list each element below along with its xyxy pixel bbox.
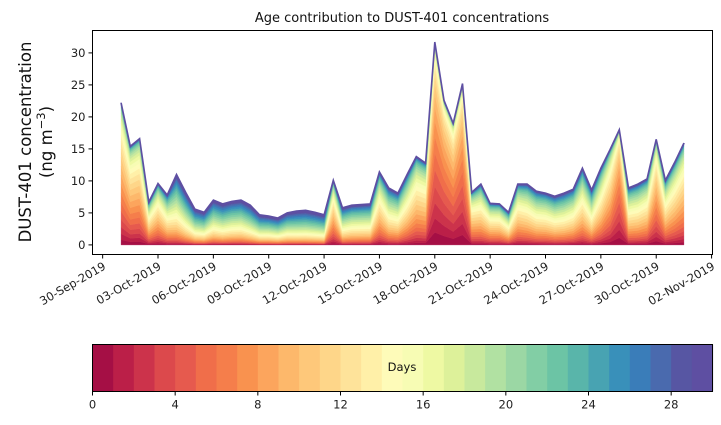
colorbar-bin [567, 344, 590, 392]
plot-frame [92, 30, 713, 255]
colorbar-tick-label: 20 [499, 398, 514, 412]
colorbar: 0 4 8 12 16 20 24 28 [89, 344, 714, 412]
x-ticks: 30-Sep-201903-Oct-201906-Oct-201909-Oct-… [37, 254, 717, 308]
colorbar-bin [216, 344, 238, 392]
colorbar-tick-label: 0 [89, 398, 96, 412]
colorbar-bin [526, 344, 548, 392]
colorbar-bin [299, 344, 321, 392]
colorbar-bin [154, 344, 176, 392]
colorbar-bin [381, 344, 404, 392]
area-layer-day-29 [120, 41, 685, 220]
colorbar-tick-label: 28 [664, 398, 679, 412]
y-axis-label-line2: (ng m−3) [34, 106, 56, 178]
colorbar-bin [650, 344, 672, 392]
colorbar-bin [113, 344, 135, 392]
chart-title: Age contribution to DUST-401 concentrati… [255, 11, 550, 26]
colorbar-bin [175, 344, 197, 392]
colorbar-tick-label: 4 [172, 398, 179, 412]
colorbar-bin [547, 344, 569, 392]
colorbar-bin [278, 344, 300, 392]
y-axis-label-unit: (ng m [37, 129, 56, 178]
colorbar-bin [402, 344, 424, 392]
colorbar-bin [588, 344, 610, 392]
colorbar-bin [237, 344, 259, 392]
colorbar-bin [464, 344, 486, 392]
colorbar-bin [340, 344, 362, 392]
colorbar-tick-label: 12 [333, 398, 348, 412]
colorbar-bin [485, 344, 507, 392]
y-tick-label: 10 [71, 174, 86, 188]
colorbar-bin [671, 344, 693, 392]
colorbar-bin [423, 344, 445, 392]
colorbar-tick-label: 8 [254, 398, 261, 412]
y-axis-label-superscript: −3 [34, 112, 48, 129]
colorbar-bin [629, 344, 652, 392]
colorbar-bin [319, 344, 342, 392]
y-axis-label: DUST-401 concentration (ng m−3) [16, 42, 56, 243]
colorbar-tick-label: 16 [416, 398, 431, 412]
colorbar-bin [691, 344, 714, 392]
y-ticks: 0 5 10 15 20 25 30 [71, 46, 93, 252]
colorbar-bin [361, 344, 383, 392]
y-tick-label: 5 [78, 206, 85, 220]
y-axis-label-close: ) [37, 106, 56, 112]
colorbar-bin [609, 344, 631, 392]
y-tick-label: 30 [71, 46, 86, 60]
y-tick-label: 25 [71, 78, 86, 92]
y-tick-label: 15 [71, 142, 86, 156]
colorbar-tick-label: 24 [581, 398, 596, 412]
colorbar-bin [505, 344, 528, 392]
y-tick-label: 0 [78, 238, 85, 252]
stacked-areas [120, 41, 685, 246]
colorbar-bin [195, 344, 218, 392]
colorbar-label: Days [388, 360, 417, 374]
colorbar-bin [133, 344, 156, 392]
colorbar-frame [92, 344, 713, 392]
y-axis-label-line1: DUST-401 concentration [16, 42, 35, 243]
colorbar-bin [92, 344, 114, 392]
colorbar-bin [257, 344, 280, 392]
colorbar-bin [443, 344, 466, 392]
y-tick-label: 20 [71, 110, 86, 124]
